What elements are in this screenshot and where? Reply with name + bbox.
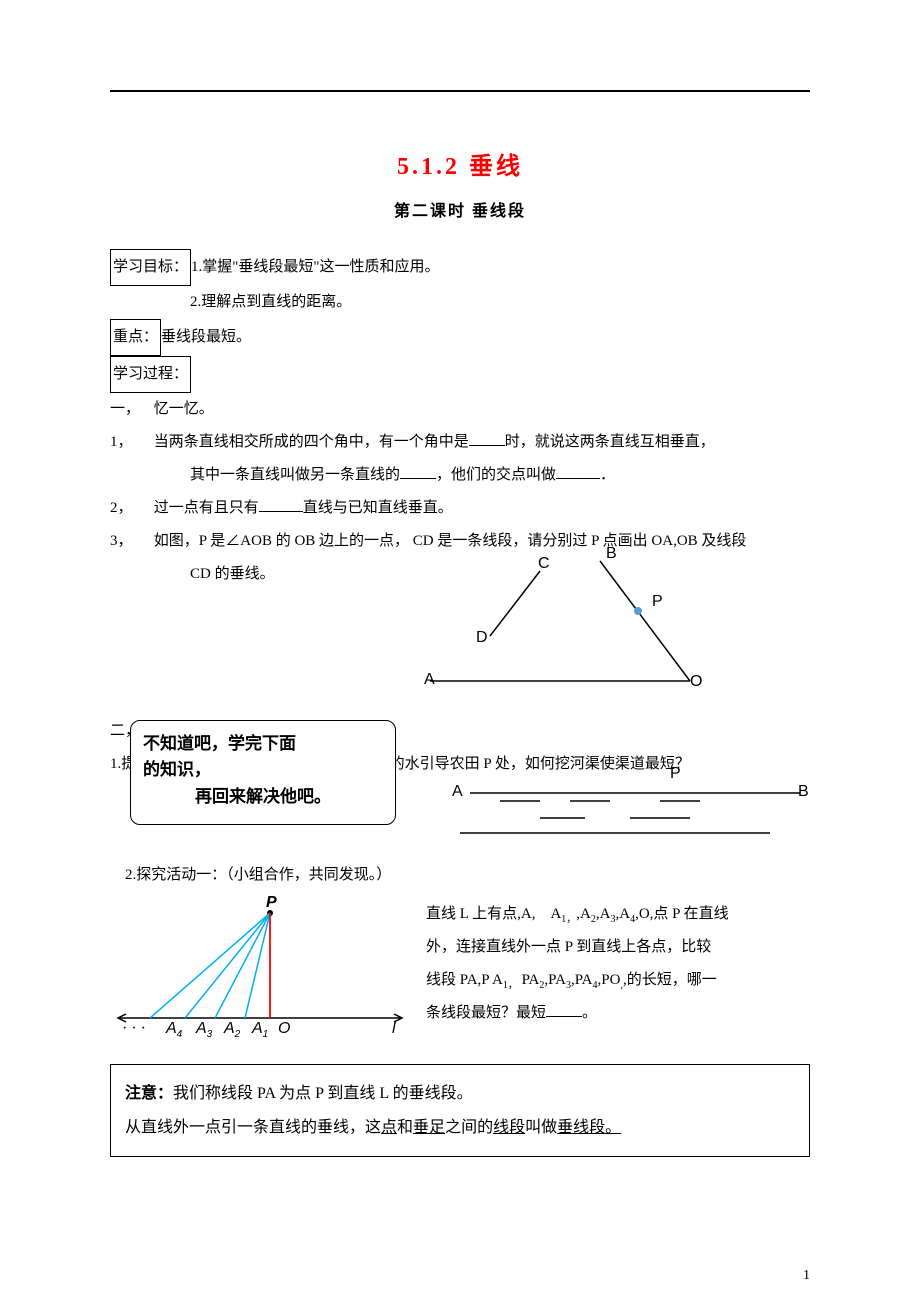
- blank-4: [259, 496, 303, 512]
- sec1-num: 一，: [110, 393, 150, 426]
- q1-line1: 1， 当两条直线相交所成的四个角中，有一个角中是 时，就说这两条直线互相垂直，: [110, 426, 810, 459]
- river-svg: [440, 773, 820, 853]
- label-D: D: [476, 629, 488, 647]
- goal-2: 2.理解点到直线的距离。: [110, 286, 810, 319]
- fan-figure: P · · · A4 A3 A2 A1 O l: [110, 898, 410, 1038]
- river-B: B: [798, 783, 809, 801]
- fan-A2: A2: [224, 1020, 240, 1040]
- key-point-line: 重点：垂线段最短。: [110, 319, 810, 356]
- page: 5.1.2 垂线 第二课时 垂线段 学习目标：1.掌握"垂线段最短"这一性质和应…: [0, 0, 920, 1302]
- goal-1: 1.掌握"垂线段最短"这一性质和应用。: [191, 259, 440, 275]
- q2-num: 2，: [110, 492, 150, 525]
- fan-A3: A3: [196, 1020, 212, 1040]
- explore-text: 2.探究活动一：（小组合作，共同发现。）: [125, 867, 391, 883]
- blank-1: [469, 430, 505, 446]
- bubble-line1: 不知道吧，学完下面: [143, 731, 383, 757]
- note-box: 注意：我们称线段 PA 为点 P 到直线 L 的垂线段。 从直线外一点引一条直线…: [110, 1064, 810, 1157]
- river-figure: A B P: [440, 773, 810, 853]
- process-label-box: 学习过程：: [110, 356, 191, 393]
- cmp-line4: 条线段最短？最短。: [426, 997, 810, 1030]
- thought-bubble: 不知道吧，学完下面 的知识， 再回来解决他吧。: [130, 720, 396, 825]
- label-A: A: [424, 671, 435, 689]
- label-C: C: [538, 555, 550, 573]
- u-chuixianduan: 垂线段。: [557, 1119, 621, 1136]
- q1c: 其中一条直线叫做另一条直线的: [190, 467, 400, 483]
- cmp-line1: 直线 L 上有点,A, A1，,A2,A3,A4,O,点 P 在直线: [426, 898, 810, 931]
- note-strong: 注意：: [125, 1085, 173, 1102]
- fan-P: P: [266, 894, 277, 912]
- q1-num: 1，: [110, 426, 150, 459]
- top-rule: [110, 90, 810, 92]
- label-B: B: [606, 545, 617, 563]
- q2b: 直线与已知直线垂直。: [303, 500, 453, 516]
- fan-A1: A1: [252, 1020, 268, 1040]
- angle-figure: A O B C D P: [410, 551, 810, 711]
- sec1-title: 忆一忆。: [154, 401, 214, 417]
- blank-2: [400, 463, 436, 479]
- q1e: ．: [600, 467, 615, 483]
- cmp-line3: 线段 PA,P A1， PA2,PA3,PA4,PO,,的长短，哪一: [426, 964, 810, 997]
- fan-A4: A4: [166, 1020, 182, 1040]
- u-dian: 点: [381, 1119, 397, 1136]
- note-line1: 注意：我们称线段 PA 为点 P 到直线 L 的垂线段。: [125, 1077, 795, 1111]
- q1b: 时，就说这两条直线互相垂直，: [505, 434, 715, 450]
- explore-line: 占2.探究活动一：（小组合作，共同发现。）: [110, 859, 810, 892]
- note-l1: 我们称线段 PA 为点 P 到直线 L 的垂线段。: [173, 1085, 473, 1102]
- goals-label-box: 学习目标：: [110, 249, 191, 286]
- label-P: P: [652, 593, 663, 611]
- blank-3: [556, 463, 600, 479]
- compare-row: P · · · A4 A3 A2 A1 O l 直线 L 上有点,A, A1，,…: [110, 898, 810, 1038]
- note-line2: 从直线外一点引一条直线的垂线，这点和垂足之间的线段叫做垂线段。: [125, 1111, 795, 1145]
- fan-svg: [110, 898, 410, 1038]
- river-P: P: [670, 765, 681, 783]
- page-number: 1: [803, 1268, 810, 1284]
- learning-goals-line1: 学习目标：1.掌握"垂线段最短"这一性质和应用。: [110, 249, 810, 286]
- q3-num: 3，: [110, 525, 150, 558]
- q2a: 过一点有且只有: [154, 500, 259, 516]
- u-chuizu: 垂足: [413, 1119, 445, 1136]
- bubble-line3: 再回来解决他吧。: [143, 784, 383, 810]
- angle-svg: [410, 551, 770, 701]
- q1-line2: 其中一条直线叫做另一条直线的 ，他们的交点叫做 ．: [110, 459, 810, 492]
- river-A: A: [452, 783, 463, 801]
- cmp-line2: 外，连接直线外一点 P 到直线上各点，比较: [426, 931, 810, 964]
- fan-L: l: [392, 1020, 396, 1038]
- process-line: 学习过程：: [110, 356, 810, 393]
- document-subtitle: 第二课时 垂线段: [110, 197, 810, 221]
- q2-line: 2， 过一点有且只有 直线与已知直线垂直。: [110, 492, 810, 525]
- document-title: 5.1.2 垂线: [110, 146, 810, 181]
- q1a: 当两条直线相交所成的四个角中，有一个角中是: [154, 434, 469, 450]
- key-label-box: 重点：: [110, 319, 161, 356]
- compare-text: 直线 L 上有点,A, A1，,A2,A3,A4,O,点 P 在直线 外，连接直…: [410, 898, 810, 1030]
- u-xianduan: 线段: [493, 1119, 525, 1136]
- q1d: ，他们的交点叫做: [436, 467, 556, 483]
- q3a: 如图，P 是∠AOB 的 OB 边上的一点， CD 是一条线段，请分别过 P 点…: [154, 533, 747, 549]
- key-text: 垂线段最短。: [161, 329, 251, 345]
- label-O: O: [690, 673, 702, 691]
- bubble-line2: 的知识，: [143, 757, 383, 783]
- fan-O: O: [278, 1020, 290, 1038]
- blank-shortest: [546, 1001, 582, 1017]
- fan-dots: · · ·: [122, 1020, 146, 1038]
- section-1-heading: 一， 忆一忆。: [110, 393, 810, 426]
